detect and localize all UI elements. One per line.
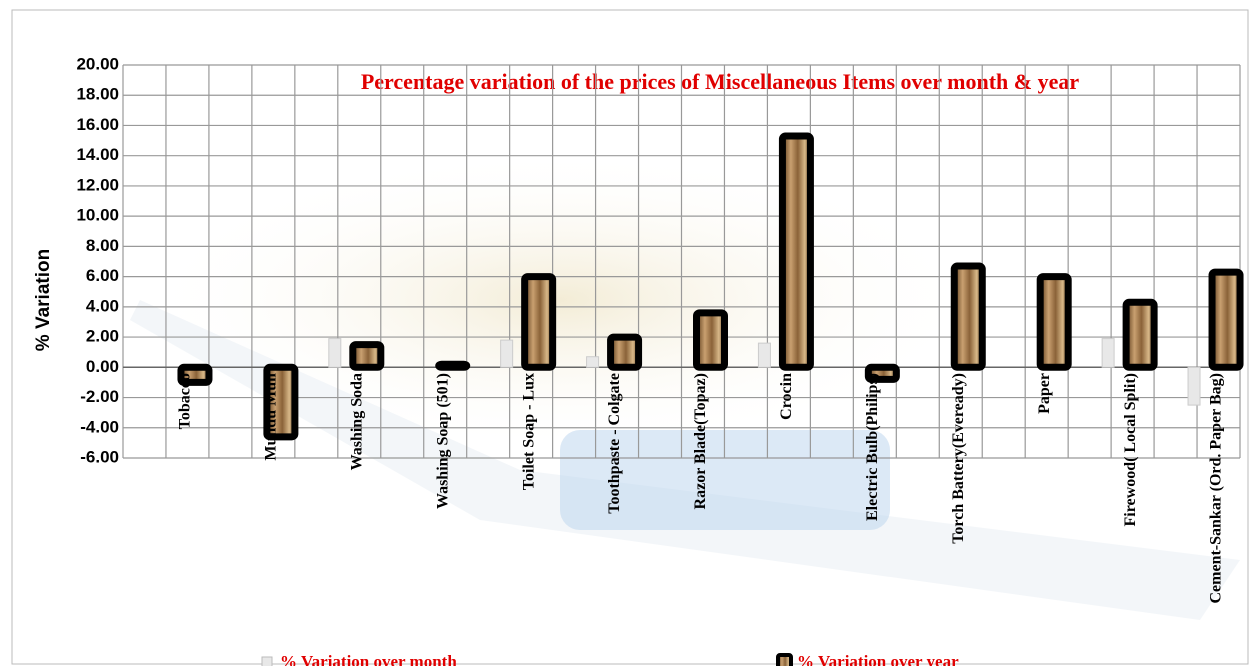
x-tick-label: Firewood( Local Split) xyxy=(1122,373,1139,526)
x-tick-label: Washing Soap (501) xyxy=(434,373,451,509)
bar xyxy=(757,342,771,368)
bar xyxy=(521,273,557,371)
x-tick-label: Toilet Soap - Lux xyxy=(520,373,537,490)
bar xyxy=(263,363,299,441)
y-tick-label: 6.00 xyxy=(86,266,119,285)
bar xyxy=(328,338,342,368)
background-decoration xyxy=(130,300,1240,620)
bar xyxy=(500,339,514,368)
y-tick-label: 14.00 xyxy=(76,145,119,164)
bar xyxy=(778,132,814,371)
bar xyxy=(1187,366,1201,406)
bar xyxy=(1208,268,1244,371)
y-tick-label: 12.00 xyxy=(76,175,119,194)
x-tick-label: Razor Blade(Topaz) xyxy=(692,373,709,509)
bar xyxy=(693,309,728,371)
legend-label: % Variation over year xyxy=(797,652,959,666)
y-tick-label: 10.00 xyxy=(76,206,119,225)
x-tick-label: Tobacco xyxy=(177,373,194,429)
y-tick-label: 4.00 xyxy=(86,296,119,315)
bar xyxy=(1036,273,1072,371)
x-tick-label: Mundu Mull xyxy=(263,372,280,460)
y-tick-label: 16.00 xyxy=(76,115,119,134)
legend-label: % Variation over month xyxy=(280,652,457,666)
y-tick-label: -6.00 xyxy=(80,447,119,466)
x-tick-label: Toothpaste - Colgate xyxy=(606,373,623,514)
y-tick-label: 8.00 xyxy=(86,236,119,255)
bar xyxy=(435,360,471,371)
legend-marker xyxy=(776,653,793,666)
x-tick-label: Electric Bulb(Philips) xyxy=(864,373,881,521)
x-tick-label: Crocin xyxy=(778,373,795,420)
chart-title: Percentage variation of the prices of Mi… xyxy=(361,69,1080,94)
background-decoration xyxy=(560,430,890,530)
y-tick-label: 2.00 xyxy=(86,327,119,346)
bar xyxy=(607,333,643,371)
legend-marker xyxy=(261,656,273,666)
y-tick-label: 18.00 xyxy=(76,85,119,104)
y-tick-label: -4.00 xyxy=(80,417,119,436)
bar xyxy=(864,363,900,383)
background-decoration xyxy=(140,150,980,450)
x-tick-label: Torch Battery(Eveready) xyxy=(950,373,967,544)
x-tick-label: Cement-Sankar (Ord. Paper Bag) xyxy=(1208,373,1225,604)
y-tick-label: 0.00 xyxy=(86,357,119,376)
x-tick-label: Paper xyxy=(1036,373,1053,414)
bar xyxy=(349,341,385,371)
bar xyxy=(1101,338,1115,368)
y-axis-label: % Variation xyxy=(33,249,54,351)
y-tick-label: -2.00 xyxy=(80,387,119,406)
bar xyxy=(586,356,600,368)
y-tick-label: 20.00 xyxy=(76,54,119,73)
bar xyxy=(177,363,213,386)
x-tick-label: Washing Soda xyxy=(348,373,365,470)
bar xyxy=(1122,298,1158,371)
bar xyxy=(950,262,986,371)
